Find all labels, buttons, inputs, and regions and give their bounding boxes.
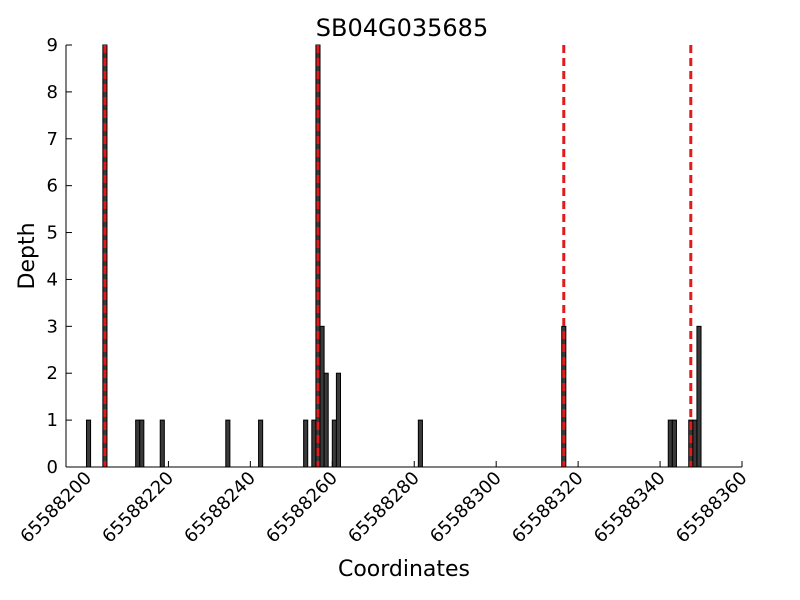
- y-tick-label: 8: [47, 82, 58, 103]
- x-axis-label: Coordinates: [338, 557, 470, 582]
- y-tick-label: 3: [47, 316, 58, 337]
- bar: [225, 419, 231, 468]
- x-tick-label: 65588240: [180, 468, 260, 548]
- bar: [258, 419, 264, 468]
- bar: [671, 419, 677, 468]
- bar: [331, 419, 337, 468]
- bar: [311, 419, 317, 468]
- y-tick-label: 4: [47, 269, 58, 290]
- bars-group: [85, 44, 702, 468]
- markers-group: [103, 45, 693, 467]
- bar: [335, 372, 341, 468]
- y-tick-label: 5: [47, 223, 58, 244]
- bar: [692, 419, 698, 468]
- y-tick-label: 1: [47, 410, 58, 431]
- x-tick-label: 65588300: [426, 468, 506, 548]
- bar: [319, 325, 325, 468]
- bar: [85, 419, 92, 468]
- x-tick-label: 65588320: [508, 468, 588, 548]
- chart-title: SB04G035685: [316, 14, 488, 42]
- bar: [696, 325, 702, 468]
- bar: [667, 419, 673, 468]
- bar: [139, 419, 145, 468]
- x-tick-label: 65588280: [344, 468, 424, 548]
- x-tick-label: 65588200: [16, 468, 96, 548]
- bar: [417, 419, 423, 468]
- x-tick-label: 65588360: [672, 468, 752, 548]
- bar: [323, 372, 329, 468]
- bar: [303, 419, 309, 468]
- x-tick-label: 65588220: [98, 468, 178, 548]
- bar: [159, 419, 165, 468]
- y-tick-label: 6: [47, 176, 58, 197]
- y-tick-label: 9: [47, 35, 58, 56]
- bar: [135, 419, 141, 468]
- x-tick-label: 65588340: [590, 468, 670, 548]
- x-tick-label: 65588260: [262, 468, 342, 548]
- y-tick-label: 2: [47, 363, 58, 384]
- y-tick-label: 0: [47, 457, 58, 478]
- y-tick-label: 7: [47, 129, 58, 150]
- y-axis-label: Depth: [15, 222, 40, 289]
